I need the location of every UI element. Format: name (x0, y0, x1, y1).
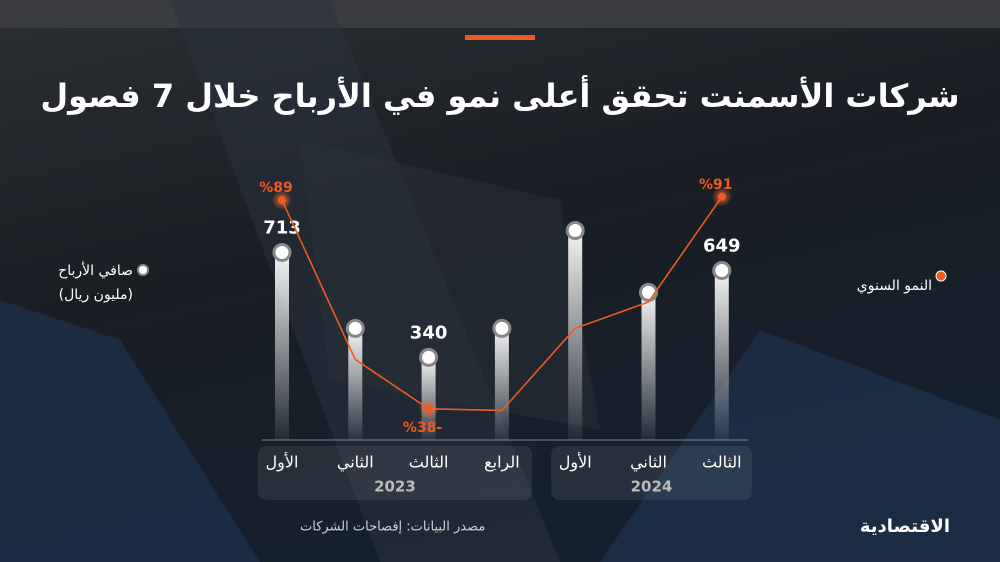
legend-label: النمو السنوي (857, 278, 932, 294)
x-tick-label: الأول (559, 452, 592, 473)
bar (568, 230, 583, 440)
bar-value-label: 340 (410, 322, 448, 343)
group-label: 2024 (631, 478, 673, 496)
growth-value-label: %89 (259, 180, 293, 196)
bar (641, 292, 656, 440)
growth-point (424, 404, 433, 413)
x-tick-label: الأول (266, 452, 299, 473)
growth-point (278, 196, 286, 205)
bar-head (419, 347, 439, 367)
bar (348, 328, 363, 440)
chart-title: شركات الأسمنت تحقق أعلى نمو في الأرباح خ… (40, 75, 959, 115)
bar (494, 328, 509, 440)
legend-marker (935, 270, 947, 282)
x-tick-label: الثالث (702, 453, 742, 472)
bar-head (712, 260, 732, 280)
bar-head (492, 318, 512, 338)
group-box (258, 446, 532, 500)
bar-head (345, 318, 365, 338)
growth-value-label: %91 (699, 177, 733, 193)
x-tick-label: الثالث (409, 453, 449, 472)
bar (714, 270, 729, 440)
growth-point (717, 192, 726, 201)
legend-unit: (مليون ريال) (59, 287, 133, 303)
growth-line (281, 196, 723, 412)
bar (275, 252, 289, 440)
bar (421, 357, 436, 440)
x-tick-label: الثاني (630, 453, 667, 473)
bar-value-label: 649 (703, 235, 741, 256)
x-tick-label: الرابع (484, 453, 520, 473)
accent-bar (465, 35, 535, 40)
group-label: 2023 (374, 478, 416, 496)
decor (600, 330, 1000, 562)
decor (300, 140, 600, 430)
bar-head (272, 242, 292, 262)
top-strip (0, 0, 1000, 28)
source: مصدر البيانات: إفصاحات الشركات (300, 520, 485, 535)
bar-value-label: 713 (263, 217, 301, 238)
bar-head (565, 221, 585, 241)
decor (0, 300, 260, 562)
bar-head (639, 282, 658, 302)
group-box (551, 446, 752, 500)
x-tick-label: الثاني (337, 453, 374, 473)
legend-label: صافي الأرباح (58, 261, 133, 279)
brand: الاقتصادية (860, 516, 950, 537)
growth-value-label: %38- (403, 420, 443, 436)
legend-marker (137, 264, 149, 276)
